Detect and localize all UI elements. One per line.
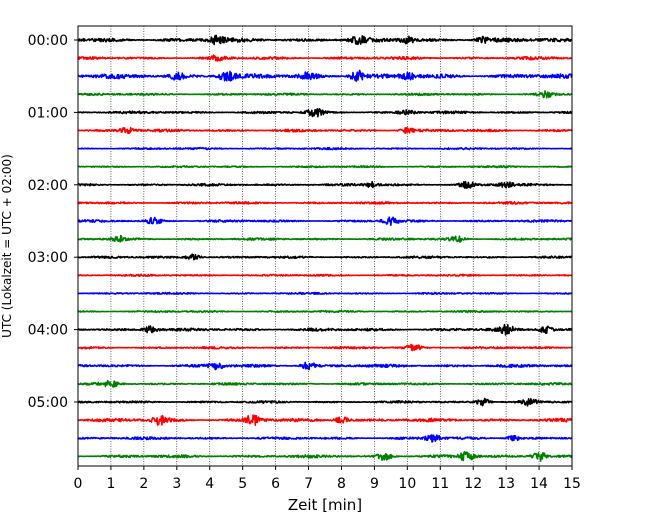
trace-line-0445 (77, 379, 573, 388)
trace-line-0030 (77, 69, 573, 82)
x-tick-label: 14 (530, 476, 548, 492)
x-gridlines (110, 26, 540, 466)
y-tick-label: 02:00 (28, 178, 68, 194)
x-tick-label: 10 (398, 476, 416, 492)
x-tick-label: 3 (172, 476, 181, 492)
y-tick-label: 00:00 (28, 33, 68, 49)
y-tick-label: 04:00 (28, 323, 68, 339)
trace-line-0230 (77, 216, 573, 227)
x-tick-label: 7 (304, 476, 313, 492)
trace-line-0200 (77, 180, 573, 189)
trace-line-0530 (77, 434, 573, 443)
x-tick-label: 2 (139, 476, 148, 492)
x-tick-label: 9 (370, 476, 379, 492)
trace-line-0515 (77, 414, 573, 426)
plot-frame (77, 25, 573, 467)
y-tick-label: 05:00 (28, 395, 68, 411)
x-tick-label: 8 (337, 476, 346, 492)
trace-line-0300 (77, 253, 573, 261)
trace-line-0015 (77, 54, 573, 62)
x-axis-label: Zeit [min] (288, 496, 362, 514)
trace-line-0145 (77, 164, 573, 169)
x-tick-label: 13 (497, 476, 515, 492)
x-tick-label: 11 (431, 476, 449, 492)
trace-line-0430 (77, 361, 573, 371)
x-tick-label: 6 (271, 476, 280, 492)
trace-line-0130 (77, 146, 573, 151)
trace-line-0245 (77, 234, 573, 243)
trace-line-0330 (77, 291, 573, 296)
x-tick-label: 5 (238, 476, 247, 492)
trace-line-0215 (77, 200, 573, 205)
trace-line-0415 (77, 343, 573, 352)
trace-line-0400 (77, 323, 573, 336)
x-tick-label: 12 (464, 476, 482, 492)
x-tick-label: 15 (563, 476, 581, 492)
x-tick-label: 0 (74, 476, 83, 492)
y-tick-label: 03:00 (28, 250, 68, 266)
x-tick-label: 4 (205, 476, 214, 492)
trace-line-0345 (77, 309, 573, 314)
trace-line-0115 (77, 126, 573, 135)
y-axis-label: UTC (Lokalzeit = UTC + 02:00) (0, 154, 14, 338)
y-axis-ticks: 00:00 01:00 02:00 03:00 04:00 05:00 (28, 33, 78, 411)
trace-line-0315 (77, 273, 573, 278)
trace-lines (77, 34, 573, 462)
trace-line-0100 (77, 108, 573, 118)
x-tick-label: 1 (106, 476, 115, 492)
plot-background (78, 26, 572, 466)
trace-line-0500 (77, 397, 573, 407)
x-axis-ticks: 0 1 2 3 4 5 6 7 8 9 10 11 12 13 14 15 (74, 466, 581, 492)
trace-line-0000 (77, 34, 573, 46)
y-tick-label: 01:00 (28, 105, 68, 121)
trace-line-0545 (77, 451, 573, 462)
trace-line-0045 (77, 90, 573, 99)
